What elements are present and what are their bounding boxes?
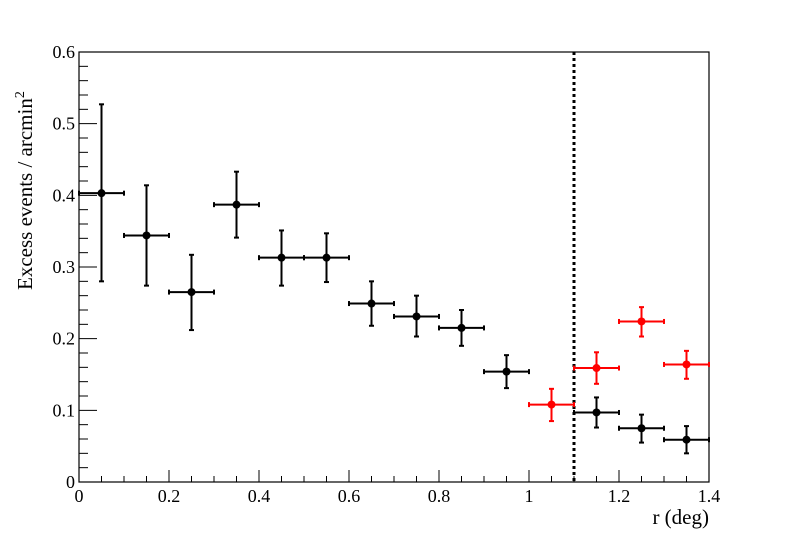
data-point — [457, 323, 466, 332]
data-point — [367, 299, 376, 308]
y-axis-title-superscript: 2 — [13, 91, 28, 98]
data-point — [502, 367, 511, 376]
y-tick-label: 0 — [66, 472, 75, 492]
data-point — [97, 189, 106, 198]
x-tick-label: 1.4 — [698, 486, 721, 506]
data-series-layer — [78, 103, 710, 455]
data-point — [592, 408, 601, 417]
y-axis-ticks: 0 0.1 0.2 0.3 0.4 0.5 0.6 — [53, 42, 97, 492]
x-tick-label: 1.2 — [608, 486, 631, 506]
x-tick-label: 0 — [75, 486, 84, 506]
y-tick-label: 0.3 — [53, 257, 76, 277]
data-point — [547, 400, 556, 409]
data-point — [322, 253, 331, 262]
data-point — [412, 312, 421, 321]
data-point — [682, 360, 691, 369]
data-point — [637, 317, 646, 326]
data-point — [187, 288, 196, 297]
series-1 — [528, 306, 710, 423]
x-tick-label: 0.4 — [248, 486, 271, 506]
series-0 — [78, 103, 710, 455]
data-point — [637, 424, 646, 433]
x-tick-label: 0.6 — [338, 486, 361, 506]
y-tick-label: 0.2 — [53, 329, 76, 349]
x-axis-ticks: 0 0.2 0.4 0.6 0.8 1 1.2 1.4 — [75, 470, 721, 506]
x-tick-label: 0.8 — [428, 486, 451, 506]
x-axis-title: r (deg) — [652, 505, 709, 529]
y-axis-title: Excess events / arcmin2 — [13, 91, 37, 290]
x-tick-label: 0.2 — [158, 486, 181, 506]
data-point — [277, 253, 286, 262]
data-point — [682, 435, 691, 444]
x-tick-label: 1 — [525, 486, 534, 506]
data-point — [592, 364, 601, 373]
data-point — [142, 231, 151, 240]
y-tick-label: 0.4 — [53, 185, 76, 205]
y-axis-title-text: Excess events / arcmin — [13, 98, 37, 290]
data-point — [232, 200, 241, 209]
y-tick-label: 0.1 — [53, 400, 76, 420]
plot-frame — [78, 51, 710, 483]
y-tick-label: 0.5 — [53, 114, 76, 134]
y-tick-label: 0.6 — [53, 42, 76, 62]
